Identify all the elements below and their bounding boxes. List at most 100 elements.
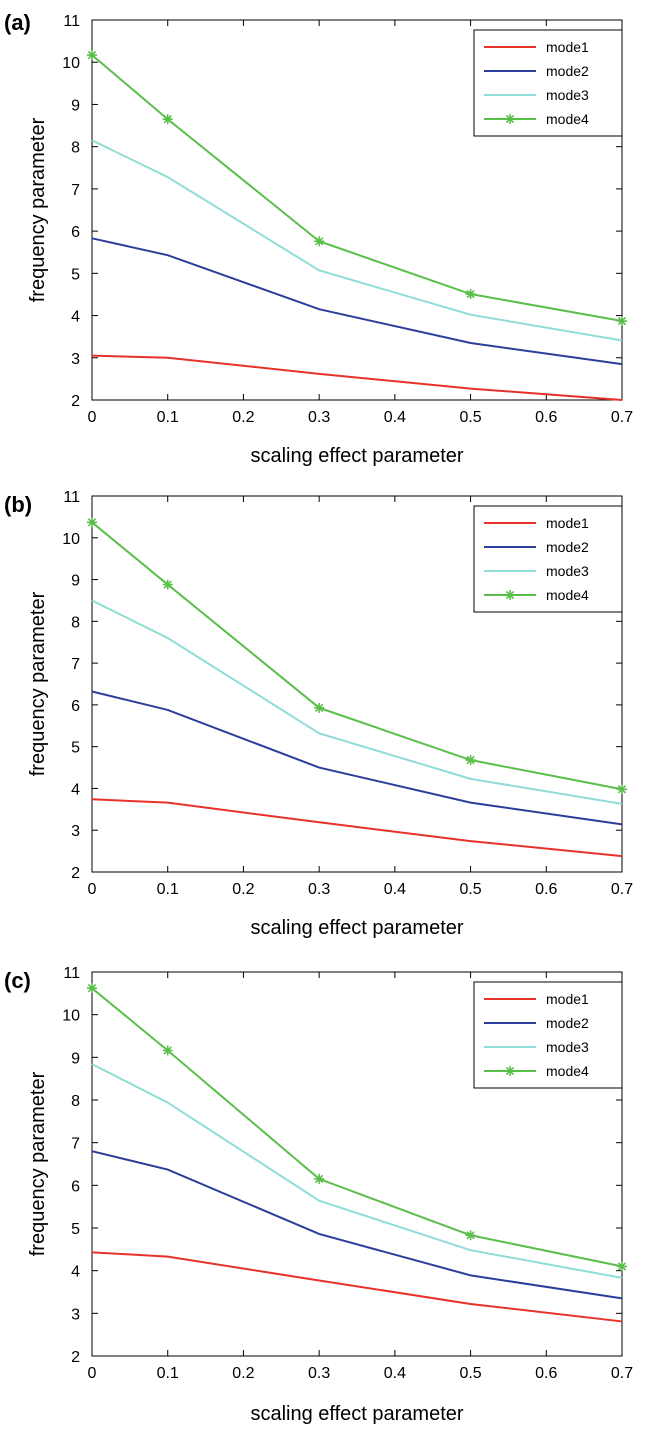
x-tick-label: 0.3	[308, 1365, 330, 1382]
series-line-mode1	[91, 354, 623, 401]
legend-marker-mode4	[505, 1066, 515, 1076]
legend-label-mode1: mode1	[546, 991, 589, 1007]
series-line-mode1	[91, 1251, 623, 1323]
y-tick-label: 5	[71, 1221, 80, 1238]
x-tick-label: 0.4	[384, 1365, 406, 1382]
y-axis-label: frequency parameter	[27, 591, 49, 776]
x-tick-label: 0.7	[611, 409, 633, 426]
legend-label-mode2: mode2	[546, 1015, 589, 1031]
series-line-mode3	[91, 1063, 623, 1279]
legend-label-mode2: mode2	[546, 63, 589, 79]
y-tick-label: 4	[71, 309, 80, 326]
data-point-mode4	[617, 1261, 627, 1272]
y-tick-label: 9	[71, 573, 80, 590]
x-axis-label: scaling effect parameter	[250, 917, 463, 939]
y-axis-label: frequency parameter	[27, 1071, 49, 1256]
x-tick-label: 0.6	[535, 1365, 557, 1382]
y-tick-label: 2	[71, 865, 80, 882]
y-tick-label: 2	[71, 1349, 80, 1366]
data-point-mode4	[314, 702, 325, 713]
x-tick-label: 0.7	[611, 1365, 633, 1382]
data-point-mode4	[465, 289, 476, 300]
y-tick-label: 8	[71, 614, 80, 631]
x-tick-label: 0.2	[232, 881, 254, 898]
x-axis-label: scaling effect parameter	[250, 445, 463, 467]
series-line-mode2	[91, 237, 623, 366]
data-point-mode4	[162, 579, 173, 590]
x-tick-label: 0	[88, 881, 97, 898]
x-tick-label: 0.1	[157, 409, 179, 426]
x-axis-label: scaling effect parameter	[250, 1403, 463, 1425]
y-tick-label: 11	[63, 13, 80, 30]
x-tick-label: 0.2	[232, 1365, 254, 1382]
legend-label-mode3: mode3	[546, 1039, 589, 1055]
y-tick-label: 5	[71, 266, 80, 283]
legend-label-mode1: mode1	[546, 39, 589, 55]
y-tick-label: 8	[71, 140, 80, 157]
series-line-mode2	[91, 690, 623, 826]
y-tick-label: 6	[71, 1178, 80, 1195]
data-point-mode4	[162, 114, 173, 125]
x-tick-label: 0.4	[384, 881, 406, 898]
data-point-mode4	[87, 50, 97, 61]
y-tick-label: 10	[62, 1008, 80, 1025]
panel-label: (a)	[4, 10, 31, 35]
plot-frame	[91, 495, 623, 873]
data-point-mode4	[314, 236, 325, 247]
legend-label-mode3: mode3	[546, 563, 589, 579]
chart-panel-a: (a) 0 0.1 0.2 0.3 0.4 0.5 0.6 0.7 2 3 4 5 6 7 8 9 10 11 sca…	[0, 0, 646, 474]
legend-label-mode4: mode4	[546, 111, 589, 127]
data-point-mode4	[465, 1230, 476, 1241]
legend-label-mode1: mode1	[546, 515, 589, 531]
x-tick-label: 0.4	[384, 409, 406, 426]
y-tick-label: 5	[71, 740, 80, 757]
x-tick-label: 0.1	[157, 1365, 179, 1382]
x-tick-label: 0.6	[535, 881, 557, 898]
legend-marker-mode4	[505, 590, 515, 600]
data-point-mode4	[465, 755, 476, 766]
y-tick-label: 7	[71, 1136, 80, 1153]
series-line-mode3	[91, 139, 623, 342]
y-tick-label: 3	[71, 823, 80, 840]
y-tick-label: 3	[71, 351, 80, 368]
series-line-mode2	[91, 1150, 623, 1300]
y-tick-label: 9	[71, 97, 80, 114]
y-tick-label: 9	[71, 1050, 80, 1067]
x-tick-label: 0.7	[611, 881, 633, 898]
legend-marker-mode4	[505, 114, 515, 124]
y-tick-label: 2	[71, 393, 80, 410]
y-tick-label: 4	[71, 1264, 80, 1281]
y-axis-label: frequency parameter	[27, 117, 49, 302]
chart-panel-c: (c) 0 0.1 0.2 0.3 0.4 0.5 0.6 0.7 2 3 4 5 6 7 8 9 10 11 sca…	[0, 948, 646, 1433]
plot-frame	[91, 971, 623, 1357]
panel-label: (b)	[4, 492, 32, 517]
chart-c-svg: (c) 0 0.1 0.2 0.3 0.4 0.5 0.6 0.7 2 3 4 5 6 7 8 9 10 11 sca…	[4, 965, 633, 1425]
legend-label-mode4: mode4	[546, 587, 589, 603]
x-tick-label: 0.3	[308, 881, 330, 898]
y-tick-label: 10	[62, 531, 80, 548]
plot-frame	[91, 19, 623, 401]
series-line-mode3	[91, 599, 623, 805]
x-tick-label: 0.5	[459, 1365, 481, 1382]
y-tick-label: 4	[71, 781, 80, 798]
chart-b-svg: (b) 0 0.1 0.2 0.3 0.4 0.5 0.6 0.7 2 3 4 5 6 7 8 9 10 11 sca…	[4, 489, 633, 939]
y-tick-label: 3	[71, 1306, 80, 1323]
x-tick-label: 0.6	[535, 409, 557, 426]
y-tick-label: 11	[63, 965, 80, 982]
x-tick-label: 0.1	[157, 881, 179, 898]
data-point-mode4	[617, 316, 627, 327]
x-tick-label: 0.5	[459, 409, 481, 426]
x-tick-label: 0	[88, 409, 97, 426]
x-tick-label: 0.2	[232, 409, 254, 426]
series-line-mode1	[91, 798, 623, 858]
data-point-mode4	[617, 784, 627, 795]
y-tick-label: 7	[71, 656, 80, 673]
data-point-mode4	[314, 1173, 325, 1184]
data-point-mode4	[87, 983, 97, 994]
chart-panel-b: (b) 0 0.1 0.2 0.3 0.4 0.5 0.6 0.7 2 3 4 5 6 7 8 9 10 11 sca…	[0, 474, 646, 948]
chart-a-svg: (a) 0 0.1 0.2 0.3 0.4 0.5 0.6 0.7 2 3 4 5 6 7 8 9 10 11 sca…	[4, 10, 633, 467]
x-tick-label: 0	[88, 1365, 97, 1382]
panel-label: (c)	[4, 968, 31, 993]
data-point-mode4	[162, 1045, 173, 1056]
